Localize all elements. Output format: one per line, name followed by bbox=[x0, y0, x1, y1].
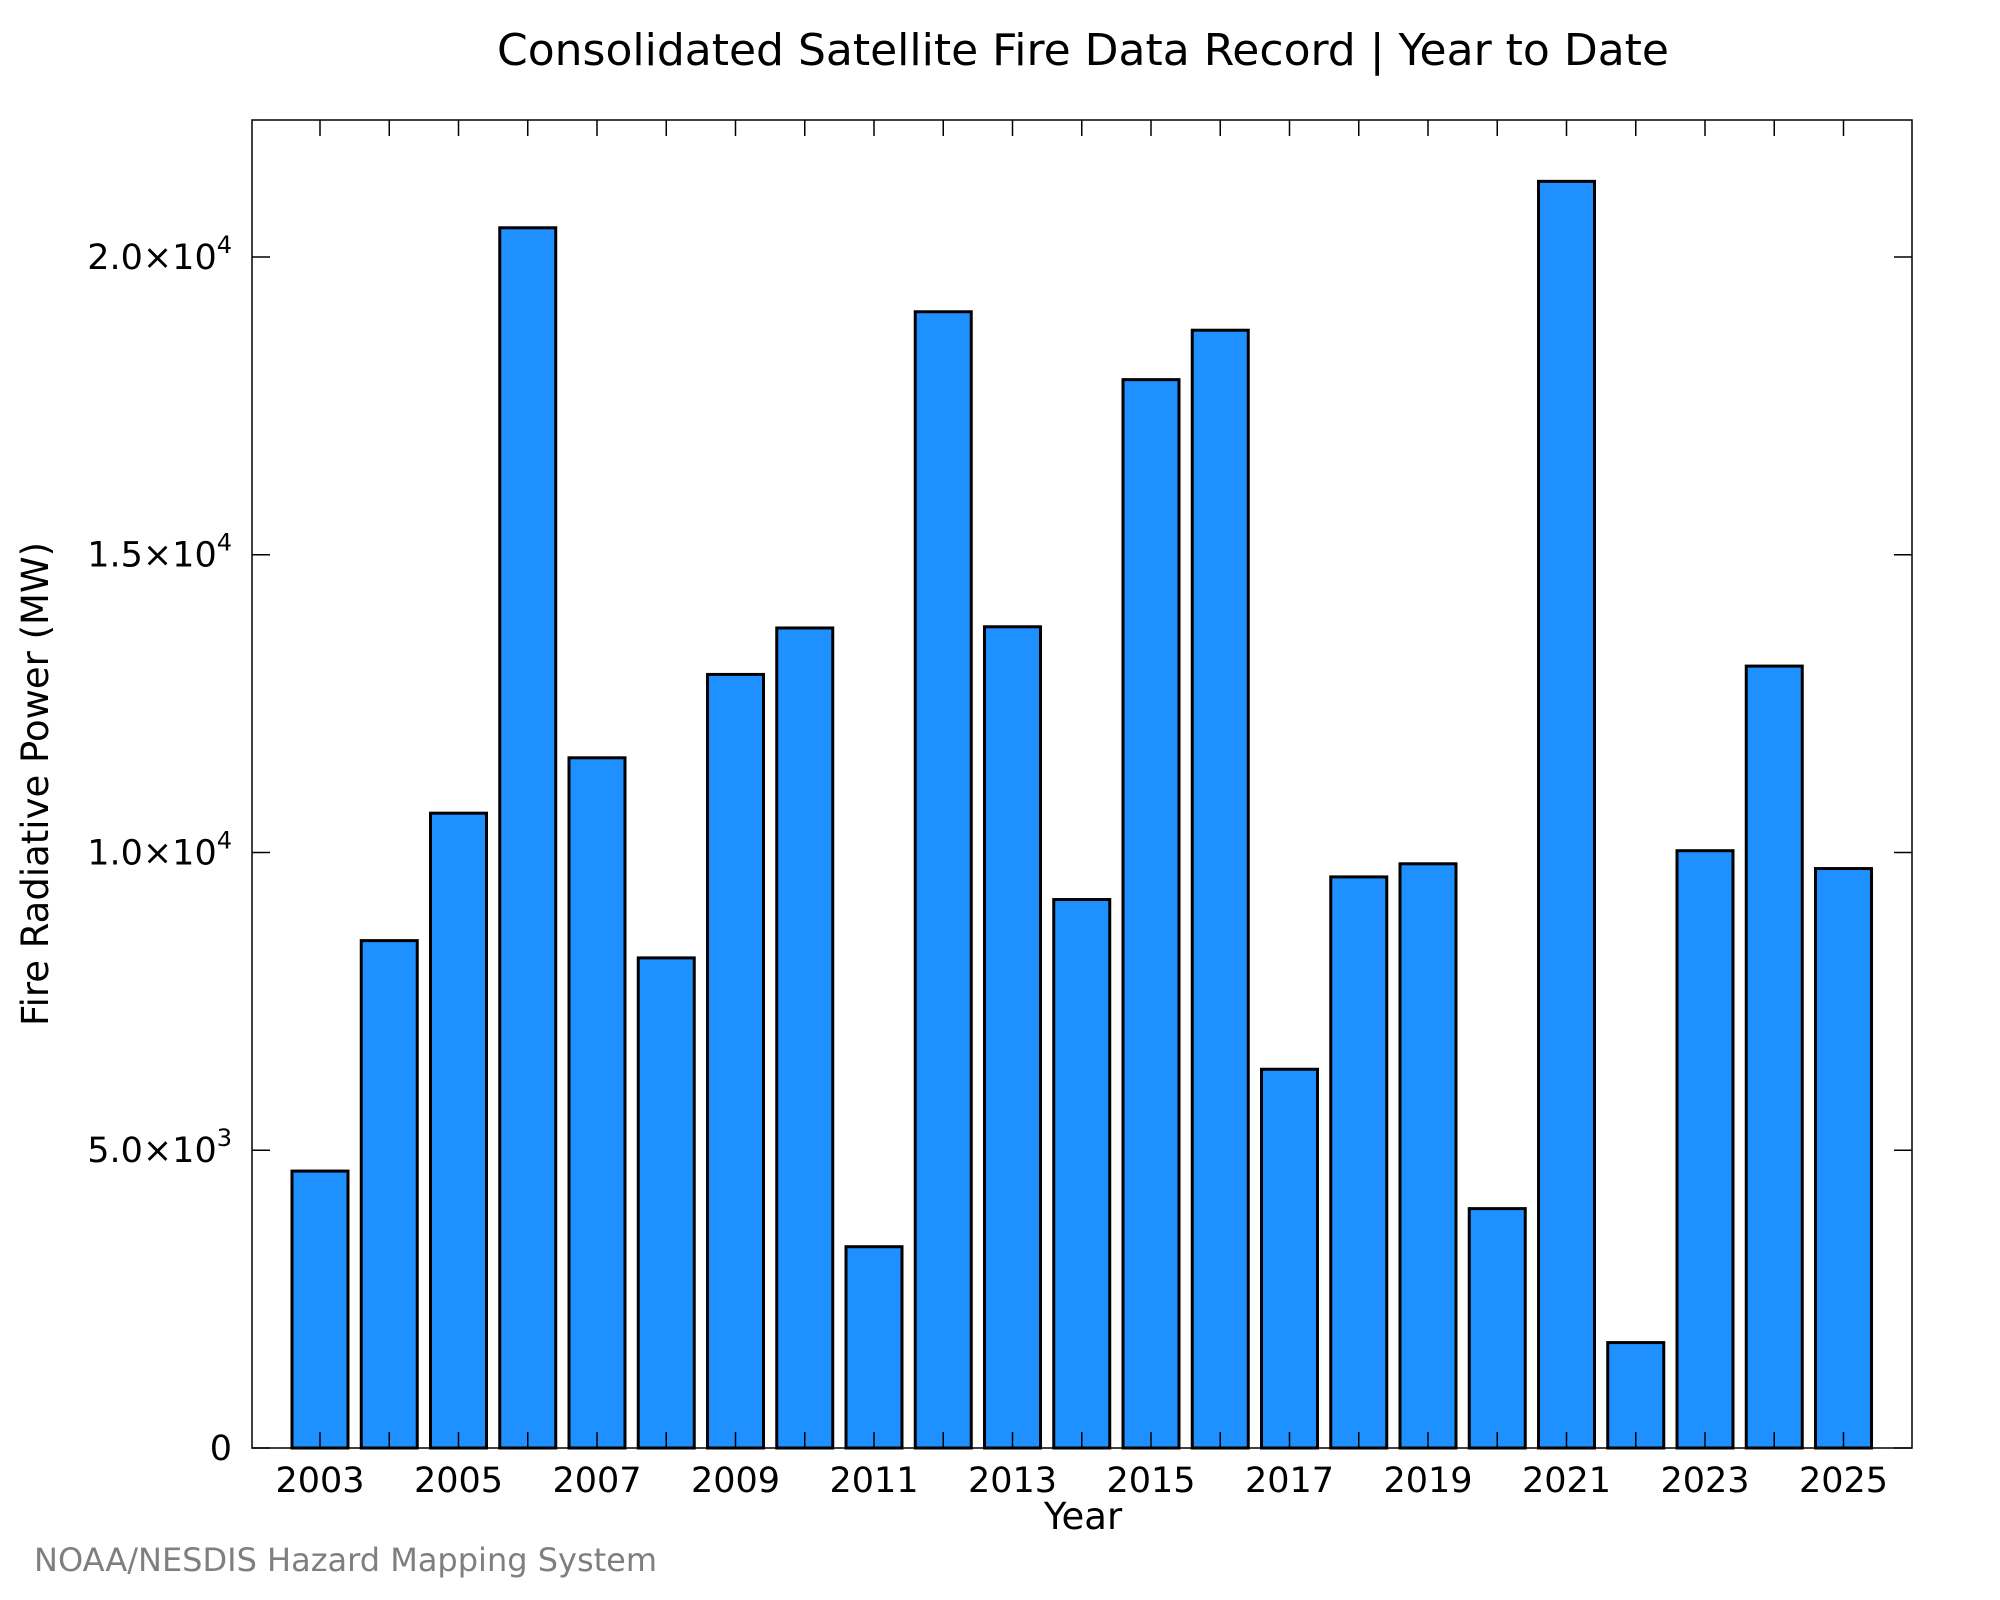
bar-2019 bbox=[1398, 862, 1458, 1450]
bar-2017 bbox=[1260, 1067, 1319, 1450]
bar-2004 bbox=[359, 939, 419, 1450]
bar-2024 bbox=[1744, 664, 1804, 1450]
bars bbox=[290, 179, 1873, 1450]
source-credit: NOAA/NESDIS Hazard Mapping System bbox=[34, 1541, 657, 1579]
x-tick-label: 2003 bbox=[275, 1461, 364, 1501]
bar-2013 bbox=[983, 625, 1042, 1450]
y-tick-mantissa: 2.0×10 bbox=[87, 238, 217, 278]
y-tick-label: 2.0×104 bbox=[87, 231, 232, 278]
x-tick-label: 2011 bbox=[829, 1461, 918, 1501]
y-tick-exponent: 4 bbox=[217, 529, 232, 557]
bar-2010 bbox=[775, 626, 835, 1450]
x-tick-label: 2025 bbox=[1799, 1461, 1888, 1501]
y-tick-exponent: 3 bbox=[217, 1124, 232, 1152]
x-tick-label: 2015 bbox=[1106, 1461, 1195, 1501]
bar-2018 bbox=[1329, 875, 1389, 1450]
bar-2025 bbox=[1814, 867, 1873, 1450]
y-tick-exponent: 4 bbox=[217, 826, 232, 854]
bar-2006 bbox=[498, 226, 558, 1450]
y-tick-exponent: 4 bbox=[217, 231, 232, 259]
axis-ticks bbox=[252, 120, 1912, 1449]
x-tick-label: 2007 bbox=[552, 1461, 641, 1501]
bar-2012 bbox=[913, 310, 973, 1450]
bar-2023 bbox=[1675, 849, 1735, 1450]
bar-2005 bbox=[429, 811, 488, 1450]
bar-2007 bbox=[567, 756, 627, 1450]
bar-2008 bbox=[636, 956, 696, 1450]
bar-2016 bbox=[1190, 328, 1250, 1450]
x-tick-label: 2017 bbox=[1245, 1461, 1334, 1501]
y-tick-label: 1.0×104 bbox=[87, 826, 232, 873]
y-tick-label: 1.5×104 bbox=[87, 529, 232, 576]
bar-2015 bbox=[1121, 378, 1181, 1450]
x-tick-label: 2005 bbox=[414, 1461, 503, 1501]
y-tick-mantissa: 1.5×10 bbox=[87, 536, 217, 576]
y-axis-label: Fire Radiative Power (MW) bbox=[14, 542, 57, 1026]
chart-title: Consolidated Satellite Fire Data Record … bbox=[497, 25, 1669, 76]
y-tick-mantissa: 1.0×10 bbox=[87, 833, 217, 873]
bar-2020 bbox=[1467, 1207, 1527, 1450]
y-tick-mantissa: 0 bbox=[210, 1429, 232, 1469]
x-tick-label: 2021 bbox=[1522, 1461, 1611, 1501]
x-tick-label: 2009 bbox=[691, 1461, 780, 1501]
y-tick-mantissa: 5.0×10 bbox=[87, 1131, 217, 1171]
y-tick-label: 0 bbox=[210, 1429, 232, 1469]
bar-2014 bbox=[1052, 898, 1112, 1450]
bar-2011 bbox=[844, 1245, 904, 1450]
x-tick-label: 2023 bbox=[1660, 1461, 1749, 1501]
x-tick-label: 2019 bbox=[1383, 1461, 1472, 1501]
x-tick-label: 2013 bbox=[968, 1461, 1057, 1501]
bar-2003 bbox=[290, 1169, 350, 1450]
y-tick-label: 5.0×103 bbox=[87, 1124, 232, 1171]
bar-2021 bbox=[1537, 179, 1596, 1450]
bar-2009 bbox=[706, 672, 765, 1450]
x-tick-labels: 2003 2005 2007 2009 2011 2013 2015 2017 2019 2021… bbox=[275, 1461, 1888, 1501]
x-axis-label: Year bbox=[1043, 1495, 1123, 1538]
